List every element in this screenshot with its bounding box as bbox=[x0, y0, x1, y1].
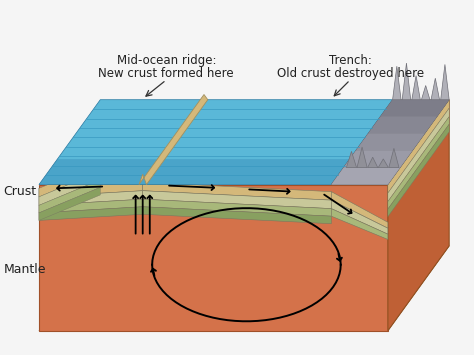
Polygon shape bbox=[441, 64, 449, 100]
Polygon shape bbox=[392, 66, 401, 100]
Polygon shape bbox=[331, 209, 388, 240]
Polygon shape bbox=[39, 185, 388, 331]
Polygon shape bbox=[357, 147, 367, 168]
Polygon shape bbox=[412, 76, 420, 100]
Polygon shape bbox=[331, 192, 388, 228]
Polygon shape bbox=[331, 200, 388, 234]
Polygon shape bbox=[388, 108, 449, 202]
Polygon shape bbox=[378, 159, 388, 168]
Polygon shape bbox=[143, 207, 331, 224]
Polygon shape bbox=[39, 246, 449, 331]
Polygon shape bbox=[143, 182, 331, 200]
Text: Mantle: Mantle bbox=[4, 263, 46, 276]
Polygon shape bbox=[344, 151, 412, 168]
Text: Old crust destroyed here: Old crust destroyed here bbox=[277, 67, 424, 80]
Polygon shape bbox=[39, 207, 143, 220]
Polygon shape bbox=[39, 159, 350, 185]
Polygon shape bbox=[389, 148, 399, 168]
Text: Crust: Crust bbox=[4, 185, 37, 198]
Polygon shape bbox=[388, 124, 449, 217]
Polygon shape bbox=[388, 117, 449, 209]
Polygon shape bbox=[39, 100, 392, 185]
Polygon shape bbox=[356, 133, 425, 151]
Polygon shape bbox=[431, 78, 439, 100]
Polygon shape bbox=[143, 191, 331, 209]
Polygon shape bbox=[368, 157, 378, 168]
Polygon shape bbox=[39, 187, 100, 220]
Polygon shape bbox=[39, 163, 100, 197]
Text: New crust formed here: New crust formed here bbox=[99, 67, 234, 80]
Polygon shape bbox=[39, 180, 100, 213]
Polygon shape bbox=[39, 171, 100, 205]
Polygon shape bbox=[331, 168, 400, 185]
Polygon shape bbox=[39, 191, 143, 205]
Polygon shape bbox=[380, 100, 449, 117]
Polygon shape bbox=[331, 100, 449, 185]
Polygon shape bbox=[39, 182, 143, 197]
Polygon shape bbox=[346, 151, 356, 168]
Polygon shape bbox=[388, 100, 449, 331]
Text: Mid-ocean ridge:: Mid-ocean ridge: bbox=[117, 54, 216, 67]
Polygon shape bbox=[421, 86, 430, 100]
Text: Trench:: Trench: bbox=[328, 54, 372, 67]
Polygon shape bbox=[143, 199, 331, 216]
Polygon shape bbox=[368, 117, 437, 133]
Polygon shape bbox=[39, 199, 143, 213]
Polygon shape bbox=[139, 94, 208, 185]
Polygon shape bbox=[388, 100, 449, 193]
Polygon shape bbox=[402, 63, 410, 100]
